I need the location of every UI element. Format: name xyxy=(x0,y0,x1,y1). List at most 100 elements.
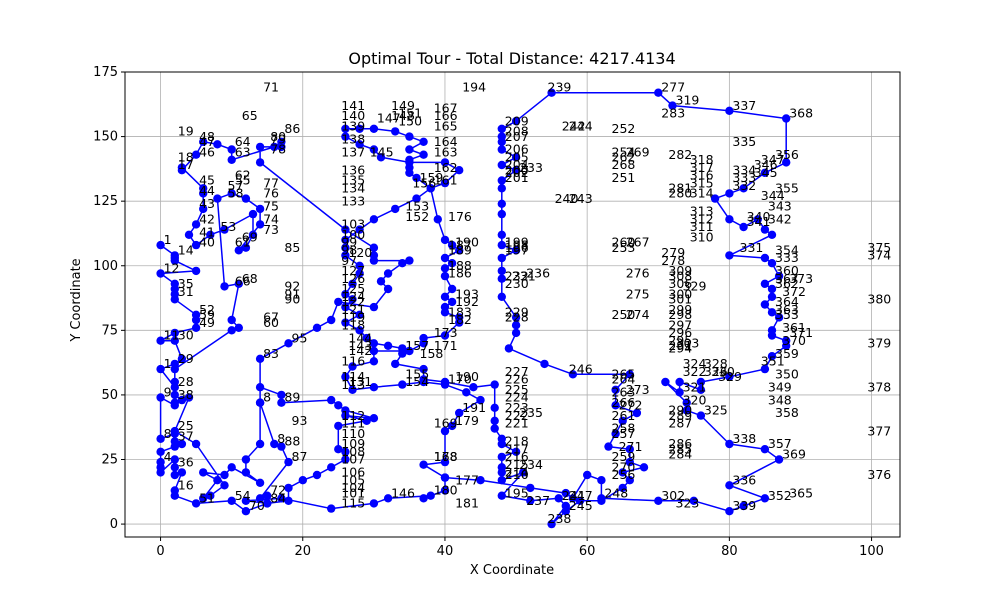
tour-point xyxy=(227,496,236,505)
tour-point xyxy=(369,251,379,260)
point-label: 36 xyxy=(178,454,194,469)
point-label: 88 xyxy=(284,434,300,449)
tour-point xyxy=(341,302,350,312)
point-label: 31 xyxy=(178,284,194,299)
tour-point xyxy=(675,388,684,397)
point-label: 70 xyxy=(249,498,265,513)
plot-frame xyxy=(124,71,901,538)
point-label: 65 xyxy=(242,108,258,123)
point-label: 375 xyxy=(867,240,891,255)
tour-point xyxy=(632,408,642,418)
tour-point xyxy=(241,507,251,516)
tour-point xyxy=(568,494,578,503)
point-label: 352 xyxy=(768,488,792,503)
tour-point xyxy=(191,220,201,229)
tour-point xyxy=(191,439,201,449)
tour-point xyxy=(199,468,208,477)
point-label: 209 xyxy=(505,113,529,128)
point-label: 147 xyxy=(377,111,401,126)
point-label: 360 xyxy=(775,263,799,278)
tour-point xyxy=(504,344,514,353)
point-label: 283 xyxy=(661,106,685,121)
point-label: 359 xyxy=(775,346,799,361)
y-tick-label: 175 xyxy=(93,65,118,80)
point-label: 339 xyxy=(732,498,756,513)
point-label: 256 xyxy=(612,467,636,482)
point-label: 114 xyxy=(341,369,365,384)
point-label: 277 xyxy=(661,80,685,95)
point-label: 333 xyxy=(732,170,756,185)
tour-point xyxy=(767,352,777,361)
point-label: 1 xyxy=(164,232,172,247)
point-label: 230 xyxy=(505,276,529,291)
point-label: 68 xyxy=(242,271,258,286)
tour-point xyxy=(369,383,379,392)
point-label: 133 xyxy=(341,193,365,208)
tour-point xyxy=(156,434,165,443)
point-label: 177 xyxy=(455,472,479,487)
point-label: 30 xyxy=(178,328,194,343)
x-tick-label: 80 xyxy=(721,544,738,559)
point-label: 320 xyxy=(683,392,707,407)
point-label: 79 xyxy=(270,131,286,146)
tour-point xyxy=(177,395,187,405)
point-label: 101 xyxy=(341,485,365,500)
tour-point xyxy=(419,150,428,159)
point-label: 261 xyxy=(612,408,636,423)
point-label: 330 xyxy=(711,364,735,379)
point-label: 86 xyxy=(284,121,300,136)
point-label: 206 xyxy=(505,142,529,157)
tour-point xyxy=(334,445,343,454)
tour-point xyxy=(767,308,777,317)
point-label: 62 xyxy=(235,168,251,183)
tour-point xyxy=(490,424,499,433)
tour-series xyxy=(156,88,791,529)
x-tick-label: 40 xyxy=(437,544,454,559)
tour-point xyxy=(753,215,762,224)
tour-point xyxy=(341,124,350,133)
point-label: 122 xyxy=(341,294,365,309)
tour-point xyxy=(170,336,179,345)
tour-point xyxy=(348,362,357,371)
x-tick-label: 100 xyxy=(859,544,884,559)
point-label: 179 xyxy=(455,413,479,428)
tour-point xyxy=(170,463,179,472)
tour-point xyxy=(170,470,179,480)
point-label: 323 xyxy=(676,496,700,511)
point-label: 8 xyxy=(277,431,285,446)
point-label: 110 xyxy=(341,426,365,441)
point-label: 118 xyxy=(341,317,365,332)
point-label: 166 xyxy=(434,108,458,123)
tour-point xyxy=(191,266,201,276)
tour-point xyxy=(270,439,279,449)
point-label: 204 xyxy=(505,157,529,172)
point-label: 301 xyxy=(668,292,692,307)
tour-point xyxy=(213,194,222,203)
tour-point xyxy=(412,173,421,183)
tour-point xyxy=(334,401,343,410)
tour-point xyxy=(312,470,322,480)
tour-point xyxy=(362,333,371,343)
point-label: 106 xyxy=(341,465,365,480)
point-label: 343 xyxy=(768,199,792,214)
point-label: 186 xyxy=(448,266,472,281)
point-label: 28 xyxy=(178,374,194,389)
tour-point xyxy=(170,491,179,500)
point-label: 76 xyxy=(263,186,279,201)
point-label: 111 xyxy=(341,416,365,431)
point-label: 310 xyxy=(690,230,714,245)
tour-point xyxy=(255,439,265,449)
tour-point xyxy=(511,246,521,255)
point-label: 37 xyxy=(178,428,194,443)
point-label: 141 xyxy=(341,98,365,113)
tour-point xyxy=(170,364,179,374)
tour-point xyxy=(540,359,549,369)
tour-point xyxy=(170,455,179,464)
tour-point xyxy=(654,88,663,97)
point-label: 126 xyxy=(341,271,365,286)
tour-point xyxy=(405,346,414,356)
tour-point xyxy=(611,429,620,438)
point-label: 159 xyxy=(420,170,444,185)
point-label: 162 xyxy=(434,160,458,175)
point-label: 363 xyxy=(775,302,799,317)
